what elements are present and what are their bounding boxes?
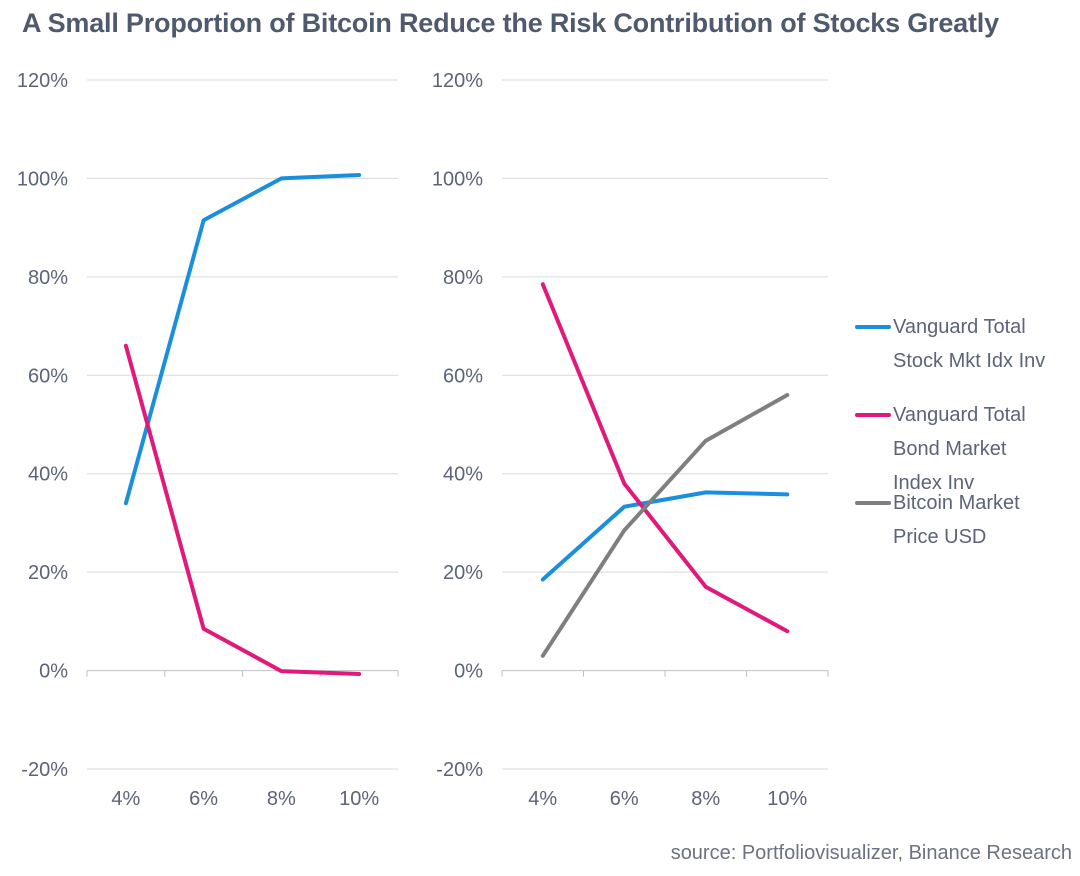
y-tick-label: 0% bbox=[39, 661, 68, 683]
y-tick-label: -20% bbox=[21, 759, 68, 781]
x-tick-label: 6% bbox=[189, 788, 218, 810]
y-tick-label: 0% bbox=[454, 661, 483, 683]
series-line-stock bbox=[123, 173, 362, 506]
legend-item-bitcoin: Bitcoin Market Price USD bbox=[855, 486, 1075, 554]
series-line-bond bbox=[123, 343, 362, 676]
legend-label-bond-line1: Vanguard Total bbox=[893, 404, 1026, 426]
source-note: source: Portfoliovisualizer, Binance Res… bbox=[670, 842, 1072, 864]
legend-swatch-stock bbox=[855, 325, 891, 329]
y-tick-label: 60% bbox=[28, 365, 68, 387]
y-tick-label: 20% bbox=[28, 562, 68, 584]
legend-label-stock-line2: Stock Mkt Idx Inv bbox=[893, 350, 1046, 372]
y-tick-label: 20% bbox=[443, 562, 483, 584]
legend-item-bond: Vanguard Total Bond Market Index Inv bbox=[855, 398, 1075, 500]
legend-label-bitcoin-line2: Price USD bbox=[893, 526, 987, 548]
y-tick-label: 40% bbox=[28, 464, 68, 486]
series-line-bitcoin bbox=[540, 393, 790, 658]
series-line-bond bbox=[540, 282, 790, 634]
x-tick-label: 8% bbox=[267, 788, 296, 810]
x-tick-label: 10% bbox=[767, 788, 807, 810]
y-tick-label: 40% bbox=[443, 464, 483, 486]
legend-label-stock-line1: Vanguard Total bbox=[893, 316, 1026, 338]
legend: Vanguard Total Stock Mkt Idx Inv Vanguar… bbox=[855, 310, 1075, 574]
legend-swatch-bitcoin bbox=[855, 501, 891, 505]
x-tick-label: 8% bbox=[691, 788, 720, 810]
y-tick-label: 100% bbox=[17, 168, 68, 190]
x-tick-label: 4% bbox=[528, 788, 557, 810]
legend-item-stock: Vanguard Total Stock Mkt Idx Inv bbox=[855, 310, 1075, 378]
y-tick-label: 120% bbox=[17, 70, 68, 92]
x-tick-label: 10% bbox=[339, 788, 379, 810]
legend-label-bond-line2: Bond Market bbox=[893, 438, 1007, 460]
y-tick-label: 100% bbox=[432, 168, 483, 190]
legend-swatch-bond bbox=[855, 413, 891, 417]
y-tick-label: 80% bbox=[28, 267, 68, 289]
x-tick-label: 4% bbox=[111, 788, 140, 810]
y-tick-label: 60% bbox=[443, 365, 483, 387]
chart-title: A Small Proportion of Bitcoin Reduce the… bbox=[22, 8, 999, 38]
x-tick-label: 6% bbox=[610, 788, 639, 810]
legend-label-bond-line3: Index Inv bbox=[893, 472, 975, 494]
legend-label-bitcoin-line1: Bitcoin Market bbox=[893, 492, 1020, 514]
y-tick-label: -20% bbox=[436, 759, 483, 781]
y-tick-label: 120% bbox=[432, 70, 483, 92]
chart-panel-1: -20% 0% 20% 40% 60% 80% 100% 120% 4% 6% 8% 10% bbox=[17, 70, 399, 810]
chart-panel-2: -20% 0% 20% 40% 60% 80% 100% 120% 4% 6% 8% 10% bbox=[432, 70, 829, 810]
series-line-stock bbox=[540, 490, 790, 582]
y-tick-label: 80% bbox=[443, 267, 483, 289]
